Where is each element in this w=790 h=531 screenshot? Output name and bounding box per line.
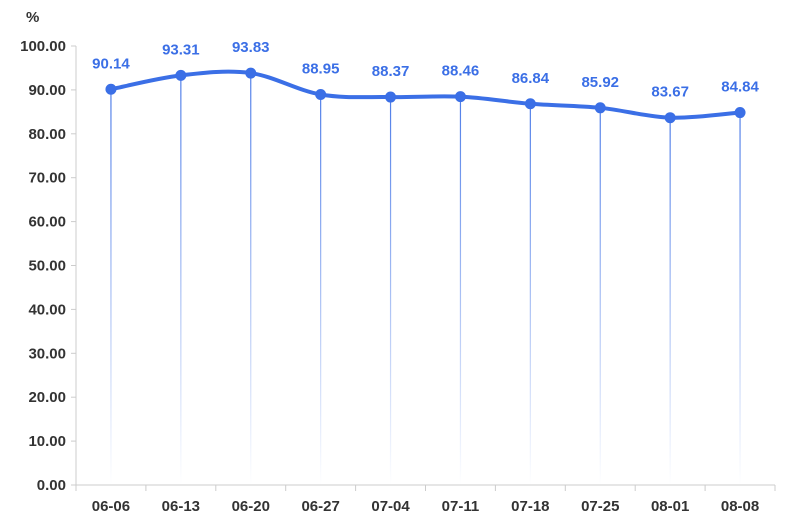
- y-tick-label: 0.00: [37, 477, 66, 494]
- data-point: [175, 69, 187, 81]
- data-point: [664, 112, 676, 124]
- data-label: 93.83: [232, 39, 270, 56]
- data-label: 88.37: [372, 63, 410, 80]
- data-label: 83.67: [651, 84, 689, 101]
- drop-lines: [110, 73, 741, 486]
- drop-line: [110, 89, 112, 485]
- y-tick-label: 60.00: [28, 214, 66, 231]
- y-tick-label: 10.00: [28, 433, 66, 450]
- x-tick-label: 08-08: [721, 498, 759, 515]
- data-label: 90.14: [92, 55, 130, 72]
- y-tick-label: 90.00: [28, 82, 66, 99]
- data-point: [105, 83, 117, 95]
- drop-line: [529, 103, 531, 485]
- x-tick-label: 06-27: [301, 498, 339, 515]
- data-label: 88.46: [442, 63, 480, 80]
- y-axis-ticks: 0.00 10.00 20.00 30.00 40.00 50.00 60.00 70.00 8…: [20, 38, 76, 494]
- drop-line: [389, 97, 392, 486]
- y-tick-label: 40.00: [28, 301, 66, 318]
- y-tick-label: 100.00: [20, 38, 66, 55]
- y-tick-label: 70.00: [28, 170, 66, 187]
- data-label: 85.92: [581, 74, 619, 91]
- data-label: 84.84: [721, 79, 759, 96]
- x-tick-label: 06-13: [162, 498, 200, 515]
- drop-line: [180, 75, 182, 485]
- y-tick-label: 20.00: [28, 389, 66, 406]
- data-point: [315, 89, 327, 101]
- data-label: 88.95: [302, 61, 340, 78]
- drop-line: [739, 112, 741, 485]
- data-labels: 90.14 93.31 93.83 88.95 88.37 88.46 86.84 85.92…: [92, 39, 759, 101]
- data-point: [594, 102, 606, 114]
- series-line: [108, 69, 743, 120]
- x-tick-label: 07-11: [442, 498, 480, 515]
- y-axis-unit: %: [26, 9, 39, 26]
- x-axis-ticks: 06-06 06-13 06-20 06-27 07-04 07-11 07-18 07-25…: [75, 485, 776, 515]
- data-point: [385, 91, 397, 103]
- drop-line: [459, 96, 462, 486]
- y-tick-label: 50.00: [28, 258, 66, 275]
- drop-line: [599, 107, 601, 485]
- x-tick-label: 06-20: [232, 498, 270, 515]
- x-tick-label: 07-25: [581, 498, 619, 515]
- data-label: 93.31: [162, 41, 200, 58]
- y-tick-label: 80.00: [28, 126, 66, 143]
- x-tick-label: 08-01: [651, 498, 689, 515]
- drop-line: [250, 73, 252, 485]
- data-point: [524, 98, 536, 110]
- data-point: [245, 67, 257, 79]
- y-tick-label: 30.00: [28, 345, 66, 362]
- x-tick-label: 06-06: [92, 498, 130, 515]
- data-point: [734, 107, 746, 119]
- data-point: [454, 91, 466, 103]
- data-label: 86.84: [512, 70, 550, 87]
- drop-line: [320, 94, 322, 486]
- data-points: [105, 67, 746, 124]
- drop-line: [669, 117, 671, 486]
- x-tick-label: 07-04: [371, 498, 410, 515]
- x-tick-label: 07-18: [511, 498, 549, 515]
